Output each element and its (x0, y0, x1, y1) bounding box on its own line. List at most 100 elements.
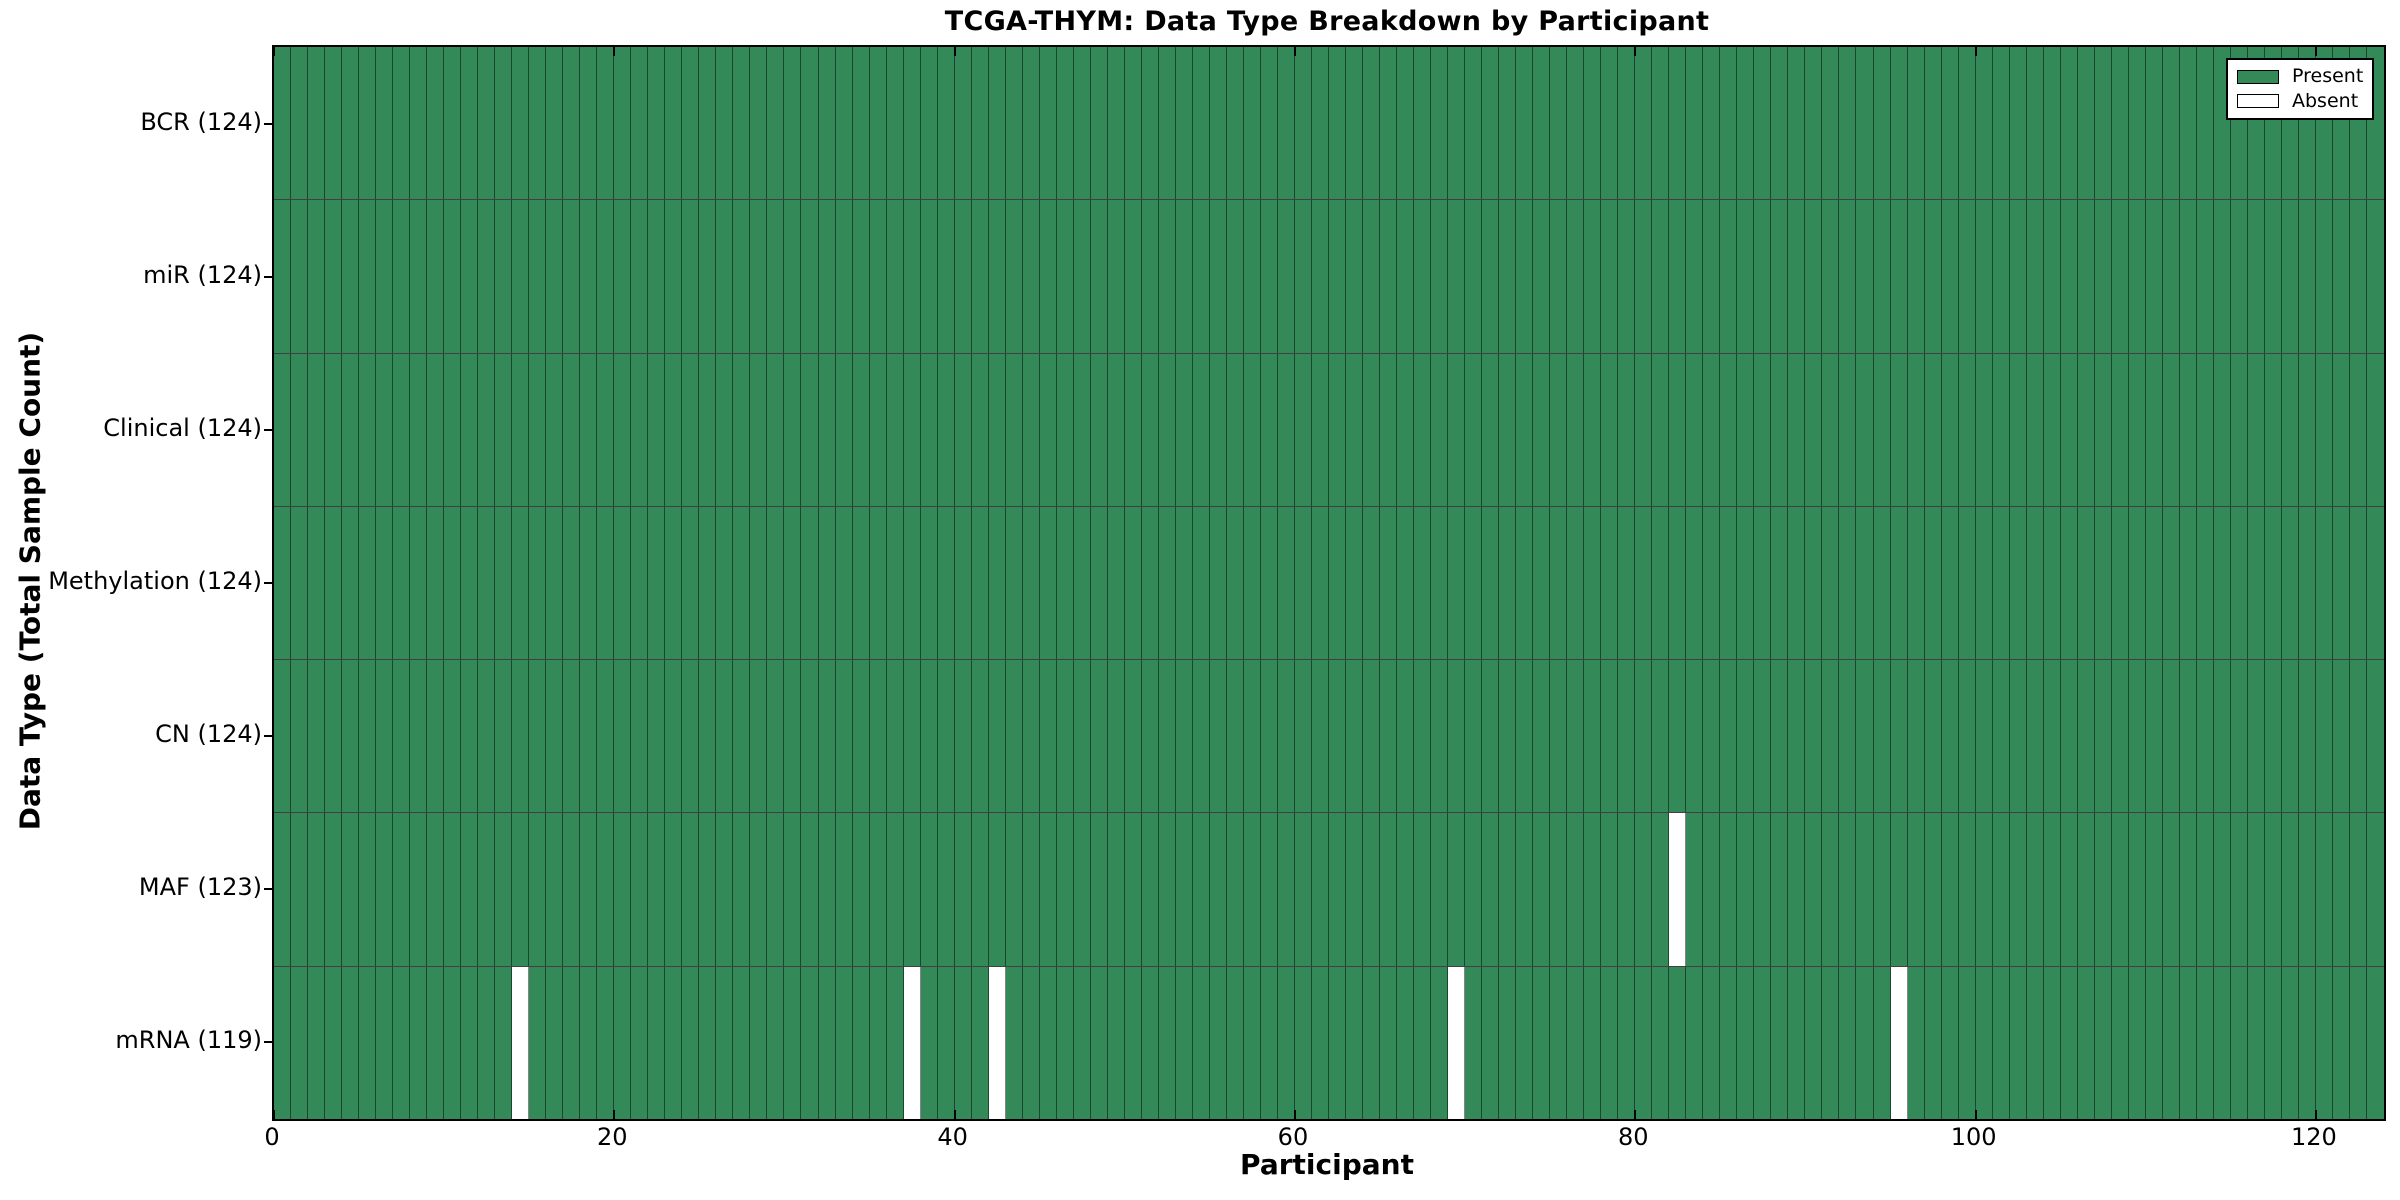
matrix-cell (1346, 47, 1364, 200)
matrix-cell (2230, 506, 2248, 660)
matrix-cell (852, 47, 870, 200)
matrix-cell (835, 47, 853, 200)
matrix-cell (2213, 200, 2231, 353)
matrix-cell (1839, 813, 1857, 966)
matrix-cell (1618, 506, 1636, 660)
matrix-cell (1618, 47, 1636, 200)
matrix-cell (1720, 660, 1738, 813)
matrix-cell (682, 660, 700, 813)
matrix-cell (2128, 47, 2146, 200)
y-tick-label-Methylation: Methylation (124) (48, 567, 262, 595)
matrix-cell (461, 813, 479, 966)
matrix-cell (1022, 966, 1040, 1119)
matrix-cell (1294, 660, 1312, 813)
matrix-cell (1243, 200, 1261, 353)
matrix-cell (308, 660, 326, 813)
matrix-cell (1533, 200, 1551, 353)
matrix-cell (2332, 813, 2350, 966)
matrix-cell (1703, 506, 1721, 660)
matrix-cell (1958, 966, 1976, 1119)
matrix-cell (461, 506, 479, 660)
matrix-cell (1856, 47, 1874, 200)
matrix-cell (2230, 660, 2248, 813)
matrix-cell (427, 660, 445, 813)
matrix-cell (444, 47, 462, 200)
matrix-cell (1941, 200, 1959, 353)
matrix-cell (1924, 506, 1942, 660)
matrix-cell (376, 660, 394, 813)
matrix-cell (1158, 47, 1176, 200)
matrix-cell (1022, 813, 1040, 966)
matrix-cell (2196, 353, 2214, 506)
matrix-cell (1499, 813, 1517, 966)
matrix-cell (444, 200, 462, 353)
matrix-cell (818, 966, 836, 1119)
matrix-cell (1090, 47, 1108, 200)
matrix-cell (1465, 813, 1483, 966)
matrix-cell (580, 200, 598, 353)
matrix-cell (1924, 660, 1942, 813)
matrix-cell (1822, 660, 1840, 813)
x-tick-mark (1293, 1110, 1296, 1119)
matrix-cell (869, 200, 887, 353)
matrix-cell (2009, 506, 2027, 660)
matrix-cell (478, 813, 496, 966)
matrix-cell (376, 353, 394, 506)
matrix-cell (1107, 966, 1125, 1119)
matrix-cell (1907, 813, 1925, 966)
matrix-cell (750, 660, 768, 813)
matrix-cell (1618, 660, 1636, 813)
matrix-cell (1805, 47, 1823, 200)
matrix-cell (2009, 813, 2027, 966)
matrix-cell (393, 966, 411, 1119)
matrix-cell (1907, 353, 1925, 506)
matrix-cell (733, 506, 751, 660)
matrix-cell (1056, 200, 1074, 353)
matrix-cell (886, 47, 904, 200)
matrix-cell (1788, 353, 1806, 506)
datatype-row-miR (274, 199, 2384, 353)
matrix-cell (2315, 813, 2333, 966)
matrix-cell (1720, 506, 1738, 660)
matrix-cell (2026, 813, 2044, 966)
matrix-cell (1584, 813, 1602, 966)
matrix-cell (665, 47, 683, 200)
matrix-cell (2179, 353, 2197, 506)
matrix-cell (393, 813, 411, 966)
datatype-row-BCR (274, 47, 2384, 200)
datatype-row-CN (274, 659, 2384, 813)
matrix-cell (988, 966, 1006, 1119)
matrix-cell (2230, 966, 2248, 1119)
matrix-cell (1431, 813, 1449, 966)
matrix-cell (2077, 506, 2095, 660)
matrix-cell (1499, 506, 1517, 660)
datatype-row-mRNA (274, 965, 2384, 1119)
matrix-cell (1720, 200, 1738, 353)
matrix-cell (1754, 200, 1772, 353)
matrix-cell (1720, 47, 1738, 200)
matrix-cell (2043, 200, 2061, 353)
x-tick-label: 100 (1950, 1123, 1997, 1151)
matrix-cell (1346, 966, 1364, 1119)
matrix-cell (1073, 660, 1091, 813)
matrix-cell (1124, 660, 1142, 813)
matrix-cell (410, 200, 428, 353)
datatype-row-MAF (274, 812, 2384, 966)
matrix-cell (1958, 353, 1976, 506)
matrix-cell (597, 200, 615, 353)
matrix-cell (2162, 813, 2180, 966)
matrix-cell (648, 506, 666, 660)
matrix-cell (1192, 47, 1210, 200)
matrix-cell (2145, 353, 2163, 506)
y-tick-mark (264, 735, 272, 738)
matrix-cell (2128, 966, 2146, 1119)
matrix-cell (954, 47, 972, 200)
matrix-cell (1260, 353, 1278, 506)
matrix-cell (1448, 200, 1466, 353)
matrix-cell (597, 813, 615, 966)
matrix-cell (767, 660, 785, 813)
matrix-cell (563, 966, 581, 1119)
matrix-cell (1056, 813, 1074, 966)
matrix-cell (886, 813, 904, 966)
matrix-cell (937, 200, 955, 353)
